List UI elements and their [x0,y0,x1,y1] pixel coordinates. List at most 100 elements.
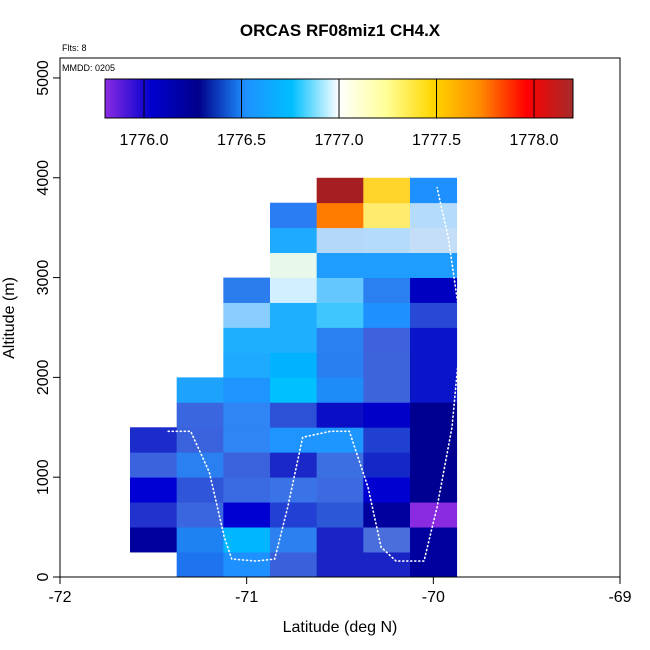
heatmap-cell [410,352,458,378]
heatmap-cell [176,502,224,528]
y-tick-label: 4000 [35,160,52,196]
heatmap-cell [223,327,271,353]
heatmap-cell [270,527,318,553]
heatmap-cell [363,402,411,428]
heatmap-cell [363,202,411,229]
heatmap-cell [176,477,224,503]
x-tick-label: -70 [422,589,445,606]
heatmap-cell [176,552,224,578]
heatmap-cell [223,477,271,503]
heatmap-cell [410,177,458,204]
colorbar-tick-label: 1776.0 [120,132,169,149]
y-axis-label: Altitude (m) [1,277,18,359]
flights-note: Flts: 8 [62,43,87,53]
heatmap-cell [270,552,318,578]
heatmap-cell [130,452,178,478]
heatmap-cell [130,502,178,528]
heatmap-cell [363,327,411,353]
heatmap-cell [223,402,271,428]
y-tick-label: 1000 [35,459,52,495]
heatmap-cell [316,327,364,353]
date-note: MMDD: 0205 [62,63,115,73]
heatmap-cell [270,327,318,353]
heatmap-cells [130,177,458,578]
heatmap-cell [270,202,318,229]
heatmap-cell [316,302,364,328]
heatmap-cell [130,527,178,553]
heatmap-cell [363,552,411,578]
heatmap-cell [316,477,364,503]
y-tick-label: 5000 [35,60,52,96]
y-tick-label: 3000 [35,260,52,296]
x-tick-label: -69 [608,589,631,606]
y-tick-label: 2000 [35,359,52,395]
heatmap-cell [270,427,318,453]
heatmap-cell [410,552,458,578]
heatmap-cell [223,427,271,453]
heatmap-cell [223,302,271,328]
chart-title: ORCAS RF08miz1 CH4.X [240,21,441,40]
heatmap-cell [270,227,318,254]
heatmap-cell [316,202,364,229]
heatmap-cell [410,227,458,254]
heatmap-cell [316,252,364,278]
heatmap-cell [363,377,411,403]
heatmap-cell [363,252,411,278]
heatmap-cell [223,277,271,303]
heatmap-cell [223,527,271,553]
heatmap-cell [363,452,411,478]
heatmap-cell [316,352,364,378]
flight-track [167,186,463,562]
heatmap-cell [223,552,271,578]
colorbar-tick-label: 1776.5 [217,132,266,149]
heatmap-cell [410,327,458,353]
heatmap-cell [270,352,318,378]
heatmap-cell [270,252,318,278]
heatmap-cell [223,352,271,378]
heatmap-cell [410,277,458,303]
heatmap-cell [363,277,411,303]
heatmap-cell [130,477,178,503]
heatmap-cell [410,477,458,503]
heatmap-cell [316,277,364,303]
heatmap-cell [176,377,224,403]
heatmap-cell [363,177,411,204]
heatmap-cell [316,527,364,553]
heatmap-cell [363,302,411,328]
heatmap-cell [410,402,458,428]
colorbar-tick-label: 1777.5 [412,132,461,149]
heatmap-cell [316,452,364,478]
heatmap-cell [410,302,458,328]
y-axis: 0 1000 2000 3000 4000 5000 [35,60,60,581]
heatmap-cell [223,452,271,478]
heatmap-cell [316,552,364,578]
heatmap-cell [316,227,364,254]
y-tick-label: 0 [35,572,52,581]
heatmap-cell [410,377,458,403]
heatmap-cell [176,452,224,478]
heatmap-cell [316,402,364,428]
heatmap-cell [176,527,224,553]
heatmap-cell [270,502,318,528]
x-axis: -72 -71 -70 -69 [48,577,632,606]
x-tick-label: -71 [235,589,258,606]
colorbar: 1776.0 1776.5 1777.0 1777.5 1778.0 [104,78,574,149]
colorbar-tick-label: 1778.0 [510,132,559,149]
heatmap-cell [363,477,411,503]
heatmap-cell [363,352,411,378]
heatmap-cell [363,427,411,453]
heatmap-cell [270,452,318,478]
x-axis-label: Latitude (deg N) [283,619,398,636]
heatmap-cell [363,527,411,553]
heatmap-cell [176,402,224,428]
heatmap-cell [316,377,364,403]
heatmap-cell [410,452,458,478]
plot-frame [59,57,621,578]
heatmap-cell [223,502,271,528]
heatmap-cell [410,252,458,278]
heatmap-cell [363,502,411,528]
heatmap-cell [410,527,458,553]
flight-track-line [167,186,463,562]
heatmap-cell [316,502,364,528]
